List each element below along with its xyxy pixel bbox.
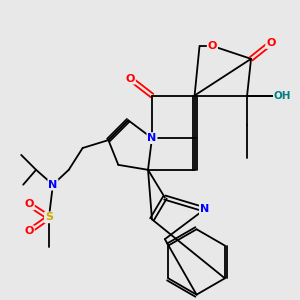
Text: OH: OH — [274, 91, 291, 100]
Text: N: N — [147, 133, 157, 143]
Text: O: O — [208, 41, 217, 51]
Text: N: N — [48, 180, 58, 190]
Text: S: S — [45, 212, 53, 222]
Text: O: O — [266, 38, 276, 48]
Text: O: O — [125, 74, 135, 84]
Text: N: N — [200, 204, 209, 214]
Text: O: O — [24, 226, 34, 236]
Text: O: O — [24, 200, 34, 209]
